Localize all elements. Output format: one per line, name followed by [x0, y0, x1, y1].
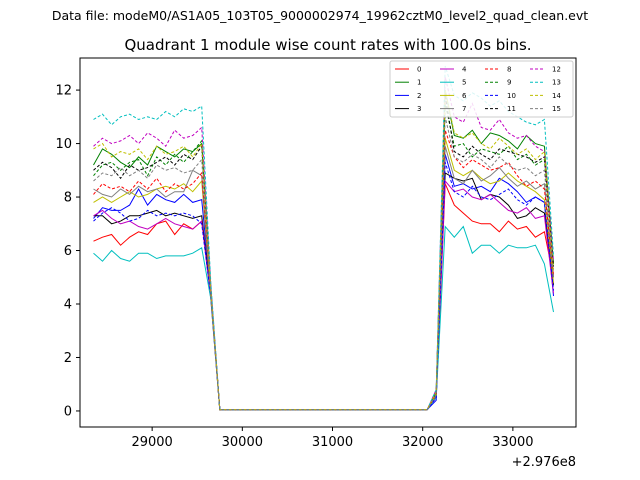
- series-line-1: [93, 90, 554, 411]
- legend-label-15: 15: [552, 105, 561, 113]
- series-line-8: [93, 130, 554, 411]
- series-line-2: [93, 154, 554, 411]
- y-tick-label: 10: [55, 137, 72, 152]
- x-tick-label: 29000: [131, 435, 172, 450]
- legend-label-14: 14: [552, 92, 561, 100]
- legend-label-8: 8: [507, 66, 511, 74]
- legend-label-5: 5: [462, 79, 466, 87]
- x-tick-label: 33000: [492, 435, 533, 450]
- series-line-12: [93, 76, 554, 411]
- y-tick-label: 0: [64, 404, 72, 419]
- series-line-0: [93, 183, 554, 411]
- legend-label-1: 1: [417, 79, 421, 87]
- legend-label-2: 2: [417, 92, 421, 100]
- y-tick-label: 8: [64, 191, 72, 206]
- legend-label-13: 13: [552, 79, 561, 87]
- y-tick-label: 6: [64, 244, 72, 259]
- x-offset-label: +2.976e8: [512, 455, 576, 470]
- series-line-5: [93, 225, 554, 411]
- series-line-15: [93, 116, 554, 411]
- series-layer: [93, 65, 554, 411]
- series-line-10: [93, 162, 554, 411]
- chart-title: Quadrant 1 module wise count rates with …: [124, 36, 531, 54]
- legend-label-9: 9: [507, 79, 511, 87]
- ticks-layer: 29000 30000 31000 32000 33000 0 2 4 6 8 10 12: [55, 84, 533, 450]
- series-line-4: [93, 179, 554, 411]
- legend-label-3: 3: [417, 105, 421, 113]
- legend-label-11: 11: [507, 105, 516, 113]
- legend-label-0: 0: [417, 66, 421, 74]
- series-line-7: [93, 146, 554, 411]
- series-line-11: [93, 95, 554, 411]
- y-tick-label: 12: [55, 84, 72, 99]
- y-tick-label: 4: [64, 298, 72, 313]
- series-line-14: [93, 89, 554, 411]
- legend-label-6: 6: [462, 92, 467, 100]
- series-line-3: [93, 172, 554, 411]
- legend-label-7: 7: [462, 105, 466, 113]
- x-tick-label: 30000: [222, 435, 263, 450]
- x-tick-label: 32000: [402, 435, 443, 450]
- series-line-13: [93, 65, 554, 411]
- legend-label-4: 4: [462, 66, 467, 74]
- plot-area-frame: [79, 57, 577, 428]
- legend-label-12: 12: [552, 66, 561, 74]
- x-tick-label: 31000: [312, 435, 353, 450]
- legend-box: [389, 60, 574, 118]
- y-tick-label: 2: [64, 351, 72, 366]
- legend-label-10: 10: [507, 92, 516, 100]
- chart-suptitle: Data file: modeM0/AS1A05_103T05_90000029…: [52, 8, 588, 23]
